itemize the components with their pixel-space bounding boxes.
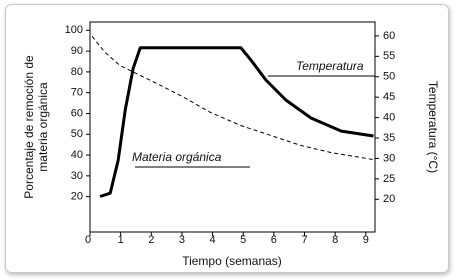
series-line: [91, 35, 374, 161]
x-tick-label: 0: [85, 234, 91, 246]
x-tick-label: 4: [210, 234, 216, 246]
y-tick-label: 50: [71, 128, 83, 140]
y-tick-label: 60: [71, 107, 83, 119]
x-tick-label: 7: [301, 234, 307, 246]
y-tick-label: 20: [71, 191, 83, 203]
y2-tick-label: 25: [383, 173, 395, 185]
x-tick-label: 8: [332, 234, 338, 246]
y-tick-label: 100: [65, 24, 83, 36]
y2-tick-label: 60: [383, 30, 395, 42]
y-tick-label: 30: [71, 170, 83, 182]
plot-frame: [89, 21, 376, 233]
y2-tick-label: 55: [383, 50, 395, 62]
y-tick-label: 40: [71, 149, 83, 161]
x-tick-label: 2: [148, 234, 154, 246]
y2-axis-label: Temperatura (°C): [426, 81, 440, 173]
series-label: Materia orgánica: [132, 150, 222, 164]
y-axis-label: Porcentaje de remoción de: [22, 55, 36, 199]
x-tick-label: 6: [271, 234, 277, 246]
x-axis-label: Tiempo (semanas): [182, 254, 282, 268]
y2-tick-label: 20: [383, 193, 395, 205]
y-axis-label: materia orgánica: [36, 82, 50, 172]
series-label: Temperatura: [296, 59, 364, 73]
y2-tick-label: 30: [383, 152, 395, 164]
x-tick-label: 1: [118, 234, 124, 246]
y-tick-label: 70: [71, 87, 83, 99]
frame: [5, 4, 449, 273]
y-tick-label: 90: [71, 45, 83, 57]
series-line: [99, 46, 374, 198]
y-tick-label: 80: [71, 66, 83, 78]
y2-tick-label: 35: [383, 132, 395, 144]
y2-tick-label: 50: [383, 71, 395, 83]
x-tick-label: 9: [363, 234, 369, 246]
x-tick-label: 3: [179, 234, 185, 246]
y2-tick-label: 40: [383, 112, 395, 124]
x-tick-label: 5: [240, 234, 246, 246]
y2-tick-label: 45: [383, 91, 395, 103]
